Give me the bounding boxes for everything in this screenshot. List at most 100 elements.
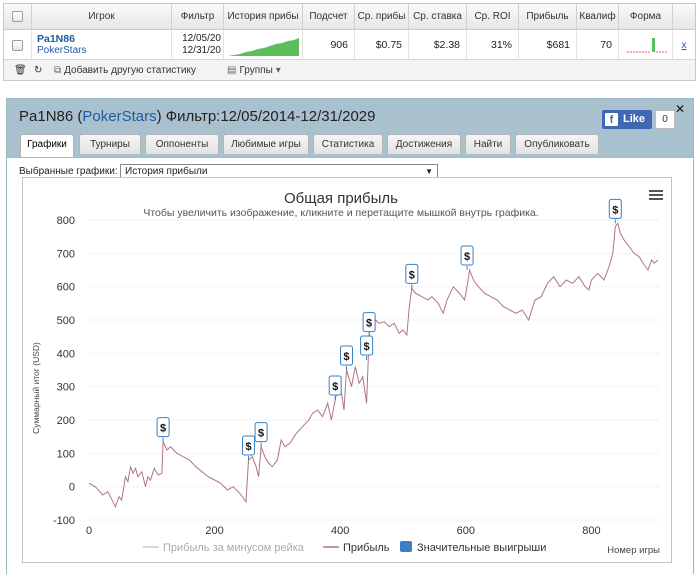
tab-tournaments[interactable]: Турниры: [79, 134, 141, 154]
tab-charts[interactable]: Графики: [20, 134, 74, 157]
big-win-marker[interactable]: $: [328, 375, 342, 400]
player-cell: Pa1N86 PokerStars: [32, 30, 172, 60]
legend-big-wins-label[interactable]: Значительные выигрыши: [417, 542, 546, 554]
big-win-marker[interactable]: $: [405, 263, 419, 289]
profit-chart[interactable]: Общая прибыль Чтобы увеличить изображени…: [22, 177, 672, 563]
big-win-marker[interactable]: $: [362, 312, 376, 337]
y-tick-label: 100: [57, 448, 75, 460]
chart-menu-icon[interactable]: [649, 190, 663, 201]
stats-panel: Игрок Фильтр История прибы Подсчет Ср. п…: [3, 3, 696, 81]
chart-subtitle: Чтобы увеличить изображение, кликните и …: [143, 207, 538, 219]
tab-statistics[interactable]: Статистика: [313, 134, 383, 154]
close-icon[interactable]: ✕: [674, 102, 685, 116]
x-axis-ticks: 0 200 400 600 800: [86, 525, 601, 537]
facebook-icon: f: [605, 113, 618, 126]
column-header-avg-stake[interactable]: Ср. ставка: [409, 4, 467, 30]
y-tick-label: 600: [57, 282, 75, 294]
form-cell: [619, 30, 673, 60]
big-win-marker[interactable]: $: [608, 198, 622, 224]
tab-search[interactable]: Найти: [465, 134, 511, 154]
player-name-link[interactable]: Pa1N86: [37, 33, 75, 45]
page-title: Pa1N86 (PokerStars) Фильтр:12/05/2014-12…: [19, 108, 375, 125]
header-select-all[interactable]: [4, 4, 32, 30]
svg-text:$: $: [612, 204, 618, 216]
y-axis-label: Суммарный итог (USD): [31, 342, 41, 434]
stats-toolbar: 🗑 ↻ ⧉ Добавить другую статистику ▤ Группы ▾: [4, 60, 695, 81]
column-header-profit[interactable]: Прибыль: [519, 4, 577, 30]
svg-text:$: $: [366, 318, 372, 330]
title-site-link[interactable]: PokerStars: [82, 108, 157, 125]
y-tick-label: 200: [57, 415, 75, 427]
facebook-like-label: Like: [623, 113, 646, 125]
select-all-checkbox[interactable]: [12, 11, 23, 22]
refresh-icon[interactable]: ↻: [34, 65, 43, 76]
big-win-marker[interactable]: $: [242, 435, 256, 460]
stats-table-header: Игрок Фильтр История прибы Подсчет Ср. п…: [4, 4, 695, 30]
big-win-markers: $ $ $ $ $ $ $ $ $ $: [156, 198, 622, 460]
svg-text:$: $: [160, 423, 166, 435]
tab-publish[interactable]: Опубликовать: [515, 134, 599, 154]
big-win-marker[interactable]: $: [339, 345, 353, 370]
title-filter: Фильтр:12/05/2014-12/31/2029: [165, 108, 376, 125]
big-win-marker[interactable]: $: [254, 422, 268, 447]
column-header-qualif[interactable]: Квалиф: [577, 4, 619, 30]
x-axis-label: Номер игры: [607, 545, 660, 556]
row-select[interactable]: [4, 30, 32, 60]
big-win-marker[interactable]: $: [360, 335, 374, 360]
title-paren-open: (: [77, 108, 83, 125]
chart-select-value: История прибыли: [125, 166, 208, 177]
remove-row-link[interactable]: x: [681, 39, 687, 51]
trash-icon[interactable]: 🗑: [14, 65, 27, 76]
roi-cell: 31%: [467, 30, 519, 60]
player-site-link[interactable]: PokerStars: [37, 45, 87, 56]
profit-cell: $681: [519, 30, 577, 60]
y-tick-label: 700: [57, 248, 75, 260]
facebook-like-button[interactable]: f Like: [602, 110, 652, 129]
tab-favorite-games[interactable]: Любимые игры: [223, 134, 309, 154]
chart-legend: Прибыль за минусом рейка Прибыль Значите…: [143, 541, 546, 554]
title-paren-close: ): [156, 108, 162, 125]
chart-select-label: Выбранные графики:: [19, 166, 118, 177]
profit-history-cell[interactable]: [224, 30, 303, 60]
column-header-count[interactable]: Подсчет: [303, 4, 355, 30]
column-header-profit-history[interactable]: История прибы: [224, 4, 303, 30]
table-row[interactable]: Pa1N86 PokerStars 12/05/20 12/31/20 906 …: [4, 30, 695, 60]
groups-dropdown[interactable]: ▤ Группы ▾: [227, 64, 284, 78]
big-win-marker[interactable]: $: [156, 417, 170, 442]
column-header-filter[interactable]: Фильтр: [172, 4, 224, 30]
chart-grid: [89, 219, 658, 521]
column-header-remove: [673, 4, 695, 30]
y-tick-label: 800: [57, 215, 75, 227]
column-header-player[interactable]: Игрок: [32, 4, 172, 30]
y-tick-label: 0: [69, 482, 75, 494]
form-bars-chart: [627, 38, 667, 53]
tab-opponents[interactable]: Оппоненты: [145, 134, 219, 154]
column-header-roi[interactable]: Ср. ROI: [467, 4, 519, 30]
svg-text:$: $: [464, 251, 470, 263]
player-panel-header: Pa1N86 (PokerStars) Фильтр:12/05/2014-12…: [7, 99, 693, 157]
big-win-marker[interactable]: $: [460, 245, 474, 270]
column-header-form[interactable]: Форма: [619, 4, 673, 30]
y-tick-label: -100: [53, 515, 75, 527]
profit-series-line: [88, 222, 659, 508]
profit-chart-svg[interactable]: Общая прибыль Чтобы увеличить изображени…: [23, 178, 673, 564]
row-checkbox[interactable]: [12, 39, 23, 51]
filter-end: 12/31/20: [182, 45, 221, 56]
legend-profit-label[interactable]: Прибыль: [343, 542, 390, 554]
x-tick-label: 800: [582, 525, 600, 537]
chevron-down-icon: ▾: [275, 65, 281, 76]
legend-big-wins-swatch: [400, 541, 412, 552]
legend-rake-label[interactable]: Прибыль за минусом рейка: [163, 542, 305, 554]
profit-history-sparkline: [228, 38, 299, 56]
y-tick-label: 300: [57, 382, 75, 394]
svg-text:$: $: [343, 351, 349, 363]
dropdown-arrow-icon: ▼: [425, 167, 433, 176]
qualif-cell: 70: [577, 30, 619, 60]
svg-text:$: $: [245, 441, 251, 453]
column-header-avg-profit[interactable]: Ср. прибы: [355, 4, 409, 30]
count-cell: 906: [303, 30, 355, 60]
filter-cell: 12/05/20 12/31/20: [172, 30, 224, 60]
y-tick-label: 500: [57, 315, 75, 327]
add-stat-button[interactable]: ⧉ Добавить другую статистику: [54, 64, 196, 78]
tab-achievements[interactable]: Достижения: [387, 134, 461, 154]
